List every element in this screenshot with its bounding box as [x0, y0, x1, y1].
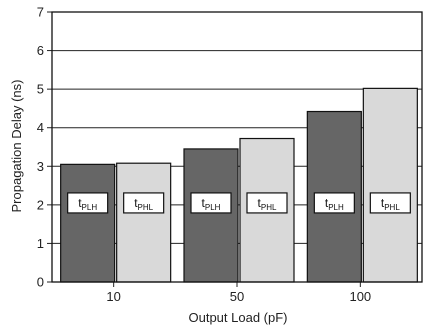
x-tick-label-2: 100 — [349, 289, 371, 304]
series-label-tPLH-50: tPLH — [202, 196, 221, 212]
y-tick-label-2: 2 — [37, 197, 44, 212]
y-tick-label-1: 1 — [37, 236, 44, 251]
y-axis-title: Propagation Delay (ns) — [9, 80, 24, 213]
x-tick-label-1: 50 — [230, 289, 244, 304]
series-label-box-tPHL-50 — [246, 192, 288, 214]
bars-group — [60, 87, 418, 283]
x-axis-title: Output Load (pF) — [189, 310, 288, 325]
y-tick-label-0: 0 — [37, 275, 44, 290]
bar-tPHL-100 — [362, 87, 418, 283]
series-label-tPHL-100: tPHL — [381, 196, 400, 212]
x-tick-labels: 10 50 100 — [106, 289, 371, 304]
y-tick-label-4: 4 — [37, 120, 44, 135]
bar-tPLH-10 — [60, 163, 116, 283]
axes-group — [47, 11, 423, 287]
y-tick-labels: 0 1 2 3 4 5 6 7 — [37, 5, 44, 290]
series-label-tPLH-100: tPLH — [325, 196, 344, 212]
series-label-tPHL-10: tPHL — [134, 196, 153, 212]
y-tick-label-7: 7 — [37, 5, 44, 20]
series-label-box-tPLH-50 — [190, 192, 232, 214]
series-label-tPHL-50: tPHL — [258, 196, 277, 212]
bar-labels-group: tPLH tPHL tPLH tPHL tPLH tPHL — [67, 192, 411, 214]
y-tick-label-5: 5 — [37, 82, 44, 97]
series-label-box-tPLH-100 — [313, 192, 355, 214]
series-label-box-tPLH-10 — [67, 192, 109, 214]
series-label-box-tPHL-100 — [369, 192, 411, 214]
series-label-box-tPHL-10 — [123, 192, 165, 214]
x-tick-label-0: 10 — [106, 289, 120, 304]
y-tick-label-3: 3 — [37, 159, 44, 174]
plot-frame — [51, 11, 423, 283]
y-tick-label-6: 6 — [37, 43, 44, 58]
series-label-tPLH-10: tPLH — [78, 196, 97, 212]
bar-tPLH-50 — [183, 148, 239, 283]
bar-tPHL-10 — [116, 162, 172, 283]
